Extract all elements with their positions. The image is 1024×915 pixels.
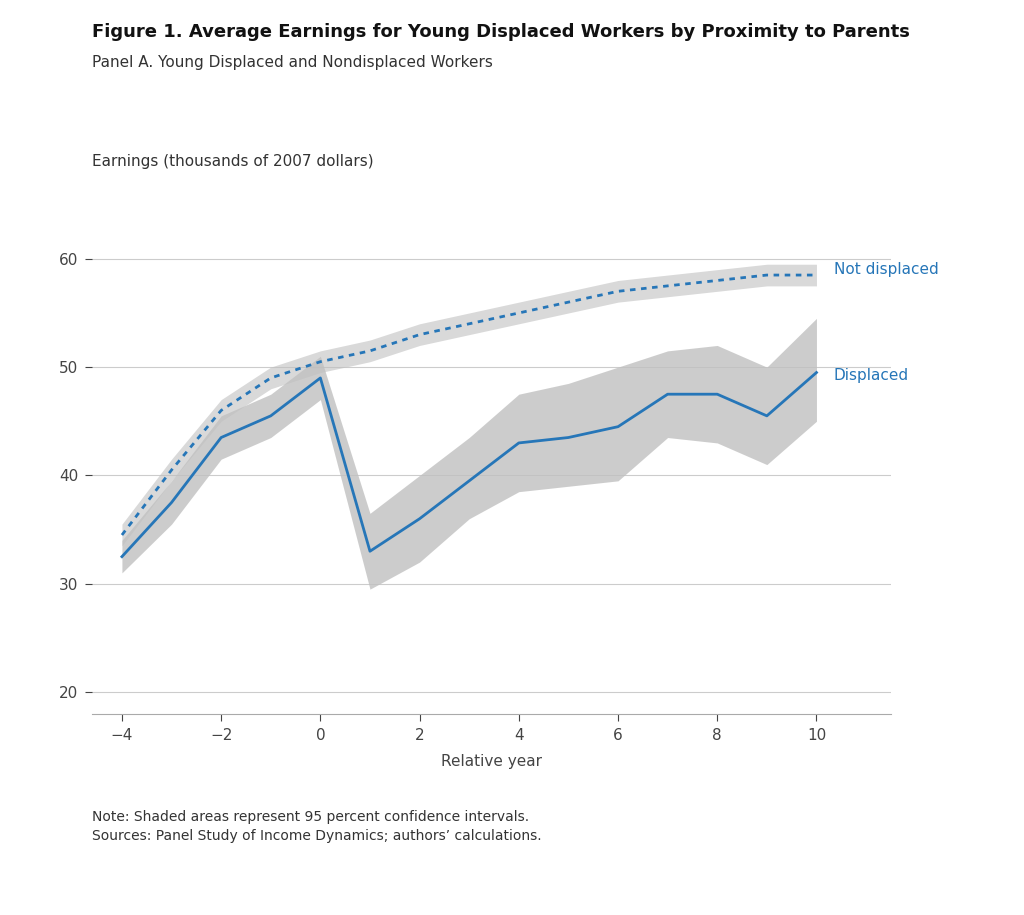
Text: Note: Shaded areas represent 95 percent confidence intervals.
Sources: Panel Stu: Note: Shaded areas represent 95 percent …: [92, 810, 542, 844]
Text: Not displaced: Not displaced: [834, 262, 939, 277]
X-axis label: Relative year: Relative year: [441, 754, 542, 769]
Text: Panel A. Young Displaced and Nondisplaced Workers: Panel A. Young Displaced and Nondisplace…: [92, 55, 493, 70]
Text: Earnings (thousands of 2007 dollars): Earnings (thousands of 2007 dollars): [92, 155, 374, 169]
Text: Displaced: Displaced: [834, 368, 909, 383]
Text: Figure 1. Average Earnings for Young Displaced Workers by Proximity to Parents: Figure 1. Average Earnings for Young Dis…: [92, 23, 910, 41]
